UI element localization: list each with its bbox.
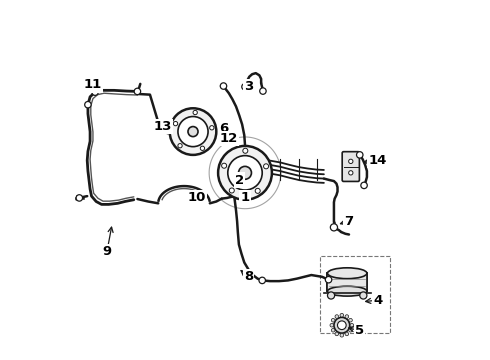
Bar: [327, 273, 367, 291]
Circle shape: [239, 166, 251, 179]
Circle shape: [349, 159, 353, 163]
Circle shape: [330, 323, 334, 327]
Circle shape: [264, 164, 269, 169]
Text: 4: 4: [373, 294, 382, 307]
Circle shape: [260, 88, 266, 94]
Text: 13: 13: [153, 120, 172, 133]
Circle shape: [357, 152, 363, 158]
Circle shape: [349, 171, 353, 175]
Text: 5: 5: [355, 324, 365, 337]
Circle shape: [134, 88, 141, 95]
Circle shape: [76, 195, 82, 201]
Circle shape: [360, 292, 367, 299]
Circle shape: [220, 83, 227, 89]
Circle shape: [218, 146, 272, 200]
Text: 2: 2: [235, 174, 244, 186]
Circle shape: [255, 188, 260, 193]
Text: 8: 8: [244, 270, 253, 283]
Circle shape: [173, 121, 178, 126]
Circle shape: [350, 323, 354, 327]
Circle shape: [340, 333, 343, 337]
Circle shape: [345, 332, 349, 336]
Circle shape: [334, 318, 350, 333]
Circle shape: [349, 328, 352, 332]
Circle shape: [242, 84, 248, 90]
Circle shape: [325, 276, 332, 283]
Circle shape: [243, 148, 248, 153]
Circle shape: [178, 117, 208, 147]
Circle shape: [340, 314, 343, 317]
Circle shape: [188, 127, 198, 136]
Circle shape: [335, 315, 339, 318]
Ellipse shape: [327, 268, 367, 279]
Circle shape: [165, 127, 171, 134]
Ellipse shape: [327, 286, 367, 296]
FancyBboxPatch shape: [342, 152, 359, 181]
Text: 7: 7: [344, 215, 354, 228]
Circle shape: [178, 144, 182, 148]
Circle shape: [335, 332, 339, 336]
Circle shape: [92, 89, 98, 95]
Circle shape: [349, 319, 352, 322]
Circle shape: [331, 319, 335, 322]
Text: 3: 3: [244, 80, 253, 93]
Circle shape: [221, 163, 227, 168]
Bar: [320, 256, 390, 333]
Text: 6: 6: [219, 122, 228, 135]
Circle shape: [331, 328, 335, 332]
Circle shape: [85, 102, 91, 108]
Circle shape: [259, 277, 266, 284]
Text: 11: 11: [83, 78, 102, 91]
Circle shape: [361, 182, 368, 189]
Text: 9: 9: [102, 245, 112, 258]
Text: 14: 14: [368, 154, 387, 167]
Circle shape: [229, 188, 234, 193]
Circle shape: [170, 108, 216, 155]
Circle shape: [200, 146, 205, 150]
Circle shape: [193, 111, 197, 115]
Text: 12: 12: [220, 132, 238, 145]
Circle shape: [330, 224, 338, 231]
Circle shape: [338, 321, 346, 329]
Text: 1: 1: [241, 192, 249, 204]
Circle shape: [210, 126, 214, 130]
Circle shape: [345, 315, 349, 318]
Circle shape: [327, 292, 335, 299]
Text: 10: 10: [187, 192, 206, 204]
Circle shape: [228, 156, 262, 190]
